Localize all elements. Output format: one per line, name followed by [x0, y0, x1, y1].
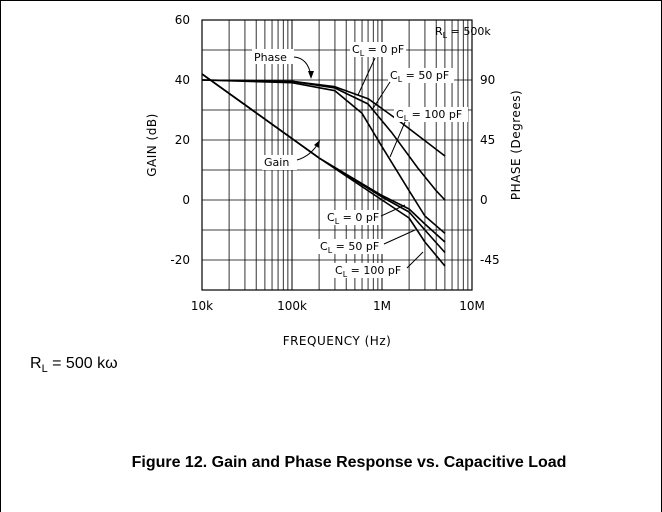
y-left-tick-label: -20	[170, 253, 190, 267]
cl50-phase-label: CL = 50 pF	[390, 69, 449, 84]
note-r: R	[30, 355, 42, 372]
y-left-tick-label: 0	[182, 193, 190, 207]
x-axis-label: FREQUENCY (Hz)	[283, 334, 392, 348]
tick-labels: -20 0 20 40 60 -45 0 45 90 10k 100k 1M 10M	[170, 13, 499, 313]
cl100-phase-label-bg	[394, 107, 468, 122]
cl0-gain-label: CL = 0 pF	[327, 211, 379, 226]
note-sub: L	[41, 363, 48, 376]
y-left-tick-label: 20	[175, 133, 190, 147]
cl50-gain-arrow	[383, 229, 416, 245]
figure-caption: Figure 12. Gain and Phase Response vs. C…	[131, 454, 567, 471]
load-resistance-note: RL = 500 kω	[30, 355, 118, 375]
chart-annotations: RL = 500k Phase Gain CL = 0 pF CL = 50 p…	[252, 25, 491, 279]
rl-annotation: RL = 500k	[435, 25, 491, 40]
y-right-tick-label: 90	[480, 73, 495, 87]
cl100-gain-label-bg	[333, 263, 407, 278]
phase-arrow-head	[308, 71, 314, 79]
y-right-tick-label: 45	[480, 133, 495, 147]
cl100-gain-arrow	[406, 251, 424, 269]
frame-left-border	[0, 0, 1, 512]
gain-arrow-head	[314, 140, 320, 148]
y-axis-right-label: PHASE (Degrees)	[509, 90, 523, 200]
gain-label: Gain	[264, 156, 289, 169]
cl0-phase-arrow	[357, 57, 376, 96]
cl100-gain-label: CL = 100 pF	[335, 264, 401, 279]
cl0-phase-label-bg	[350, 42, 406, 57]
phase-arrow	[293, 56, 312, 77]
x-tick-label: 10M	[459, 299, 485, 313]
y-right-tick-label: -45	[480, 253, 500, 267]
y-axis-left-label: GAIN (dB)	[145, 113, 159, 177]
y-left-tick-label: 40	[175, 73, 190, 87]
x-tick-label: 100k	[277, 299, 307, 313]
phase-curve-100pf	[201, 79, 446, 234]
gain-label-bg	[262, 155, 297, 170]
cl50-gain-label-bg	[318, 239, 384, 254]
phase-label-bg	[252, 49, 294, 64]
cl0-phase-label: CL = 0 pF	[352, 43, 404, 58]
frame-top-border	[0, 0, 662, 1]
gain-phase-chart: -20 0 20 40 60 -45 0 45 90 10k 100k 1M 10M FREQUENCY…	[145, 13, 523, 348]
cl0-gain-label-bg	[325, 210, 381, 225]
cl50-phase-label-bg	[388, 68, 454, 83]
plot-border	[201, 19, 473, 291]
cl50-gain-label: CL = 50 pF	[320, 240, 379, 255]
x-tick-label: 10k	[191, 299, 213, 313]
x-tick-label: 1M	[373, 299, 391, 313]
note-value: = 500 kω	[47, 355, 118, 372]
phase-label: Phase	[254, 51, 287, 64]
cl100-phase-arrow	[389, 121, 406, 158]
cl0-gain-arrow	[380, 204, 406, 217]
phase-curve-50pf	[201, 79, 446, 201]
cl100-phase-label: CL = 100 pF	[396, 108, 462, 123]
cl50-phase-arrow	[371, 81, 391, 111]
y-right-tick-label: 0	[480, 193, 488, 207]
y-left-tick-label: 60	[175, 13, 190, 27]
